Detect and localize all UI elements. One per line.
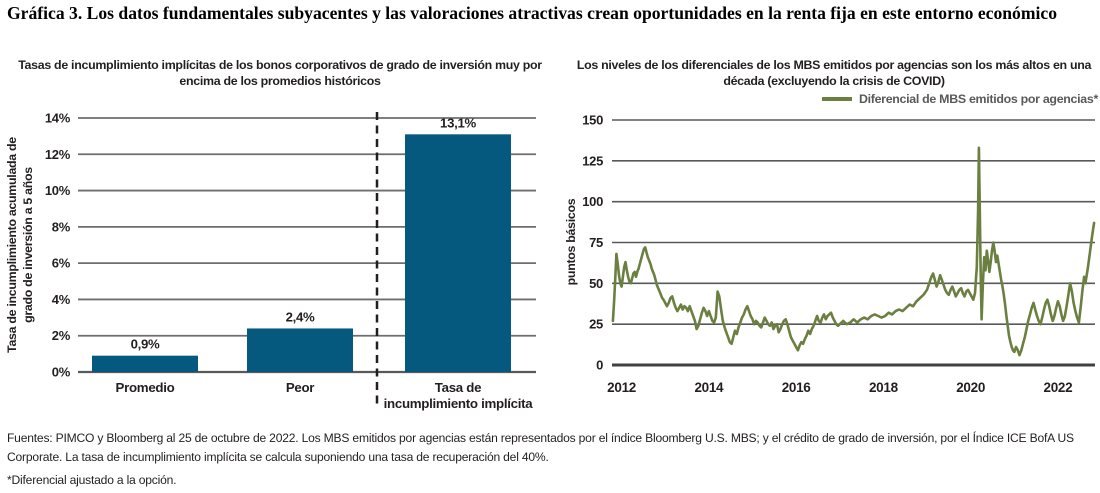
svg-text:0%: 0% xyxy=(52,365,71,380)
svg-text:2%: 2% xyxy=(52,328,71,343)
svg-text:incumplimiento implícita: incumplimiento implícita xyxy=(384,396,534,411)
right-chart-year-labels: 2012 2014 2016 2018 2020 2022 xyxy=(607,380,1072,395)
right-chart-title: Los niveles de los diferenciales de los … xyxy=(576,58,1092,89)
svg-text:4%: 4% xyxy=(52,292,71,307)
bar-1 xyxy=(247,328,353,372)
svg-text:125: 125 xyxy=(582,153,603,168)
left-chart-bars: 0,9% 2,4% 13,1% xyxy=(92,115,511,372)
right-chart-gridlines: 0 25 50 75 100 125 150 xyxy=(582,113,1095,373)
legend-label: Diferencial de MBS emitidos por agencias… xyxy=(858,92,1098,106)
svg-text:6%: 6% xyxy=(52,256,71,271)
svg-text:2016: 2016 xyxy=(782,380,812,395)
mbs-spread-line xyxy=(611,146,1096,357)
svg-text:10%: 10% xyxy=(45,183,71,198)
left-chart-title: Tasas de incumplimiento implícitas de lo… xyxy=(18,58,542,89)
legend: Diferencial de MBS emitidos por agencias… xyxy=(821,92,1098,106)
svg-text:14%: 14% xyxy=(45,111,71,126)
svg-text:12%: 12% xyxy=(45,147,71,162)
svg-text:2022: 2022 xyxy=(1043,380,1072,395)
footnote: *Diferencial ajustado a la opción. xyxy=(7,473,177,487)
bar-value-label-2: 13,1% xyxy=(440,115,476,130)
figure-title: Gráfica 3. Los datos fundamentales subya… xyxy=(7,3,1058,23)
bar-value-label-1: 2,4% xyxy=(286,309,315,324)
bar-value-label-0: 0,9% xyxy=(131,337,160,352)
bar-0 xyxy=(92,355,198,372)
svg-text:50: 50 xyxy=(589,276,603,291)
bar-2 xyxy=(405,134,511,372)
line-series-swatch-icon xyxy=(821,97,852,101)
svg-text:2014: 2014 xyxy=(694,380,724,395)
svg-text:2020: 2020 xyxy=(956,380,985,395)
svg-text:2018: 2018 xyxy=(869,380,899,395)
svg-text:75: 75 xyxy=(589,235,603,250)
svg-text:150: 150 xyxy=(582,113,603,128)
svg-text:0: 0 xyxy=(596,358,603,373)
footer-sources: Fuentes: PIMCO y Bloomberg al 25 de octu… xyxy=(7,431,1074,464)
svg-text:100: 100 xyxy=(582,194,603,209)
svg-text:2012: 2012 xyxy=(607,380,636,395)
svg-text:Promedio: Promedio xyxy=(116,380,175,395)
svg-text:25: 25 xyxy=(589,317,603,332)
svg-text:Tasa de: Tasa de xyxy=(435,380,481,395)
svg-text:8%: 8% xyxy=(52,219,71,234)
svg-text:Peor: Peor xyxy=(286,380,314,395)
